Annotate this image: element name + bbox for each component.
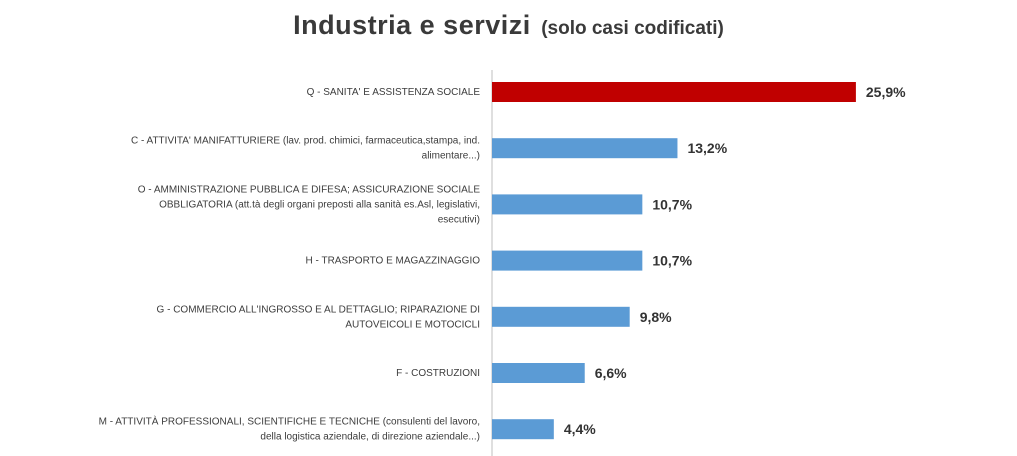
category-label-line: H - TRASPORTO E MAGAZZINAGGIO [306, 256, 481, 267]
category-label-line: C - ATTIVITA' MANIFATTURIERE (lav. prod.… [131, 136, 480, 147]
bar-value-label-6: 4,4% [564, 421, 596, 437]
bar-3 [492, 250, 643, 271]
bar-1 [492, 138, 678, 159]
chart-title-main: Industria e servizi [293, 10, 531, 40]
chart-subtitle: (solo casi codificati) [541, 18, 724, 39]
bar-2 [492, 194, 643, 215]
category-label-line: OBBLIGATORIA (att.tà degli organi prepos… [159, 199, 480, 210]
bar-6 [492, 419, 554, 440]
bar-0 [492, 82, 856, 102]
chart-title: Industria e servizi (solo casi codificat… [0, 10, 1017, 41]
category-label-6: M - ATTIVITÀ PROFESSIONALI, SCIENTIFICHE… [99, 415, 480, 443]
category-label-3: H - TRASPORTO E MAGAZZINAGGIO [306, 256, 481, 267]
category-label-line: AUTOVEICOLI E MOTOCICLI [345, 319, 480, 330]
category-label-1: C - ATTIVITA' MANIFATTURIERE (lav. prod.… [131, 136, 480, 162]
bar-5 [492, 363, 585, 383]
bar-value-label-4: 9,8% [640, 309, 672, 325]
category-label-line: esecutivi) [438, 214, 480, 225]
category-label-4: G - COMMERCIO ALL'INGROSSO E AL DETTAGLI… [157, 304, 480, 330]
bar-4 [492, 306, 630, 327]
category-label-line: Q - SANITA' E ASSISTENZA SOCIALE [307, 87, 481, 98]
category-label-line: G - COMMERCIO ALL'INGROSSO E AL DETTAGLI… [157, 304, 480, 315]
category-label-line: alimentare...) [422, 151, 480, 162]
category-label-line: M - ATTIVITÀ PROFESSIONALI, SCIENTIFICHE… [99, 415, 480, 428]
bar-value-label-0: 25,9% [866, 84, 906, 100]
category-label-2: O - AMMINISTRAZIONE PUBBLICA E DIFESA; A… [138, 184, 481, 225]
bar-value-label-2: 10,7% [652, 196, 692, 212]
bar-value-label-3: 10,7% [652, 253, 692, 269]
category-label-line: della logistica aziendale, di direzione … [260, 432, 480, 443]
category-label-0: Q - SANITA' E ASSISTENZA SOCIALE [307, 87, 481, 98]
category-label-line: F - COSTRUZIONI [396, 368, 480, 379]
category-label-line: O - AMMINISTRAZIONE PUBBLICA E DIFESA; A… [138, 184, 481, 195]
bar-value-label-1: 13,2% [687, 140, 727, 156]
category-label-5: F - COSTRUZIONI [396, 368, 480, 379]
bar-value-label-5: 6,6% [595, 365, 627, 381]
